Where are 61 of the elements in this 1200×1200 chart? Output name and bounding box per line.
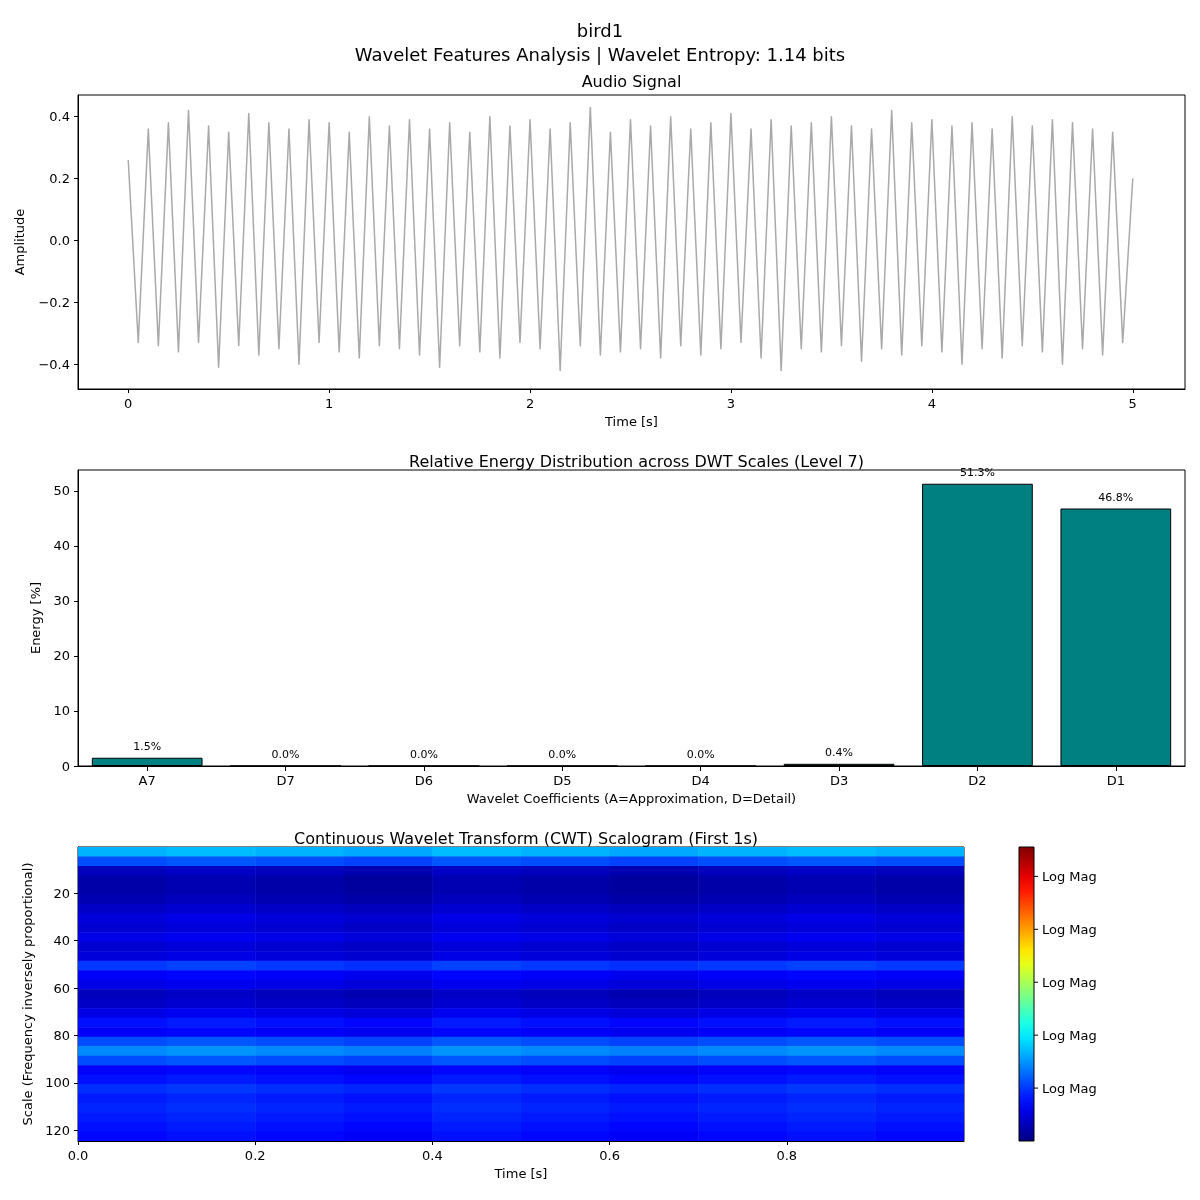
chart-subtitle: Wavelet Features Analysis | Wavelet Entropy: 1.14 bits [354,43,846,65]
x-axis-title: Time [s] [604,414,658,429]
y-tick-label: 120 [45,1122,70,1138]
y-axis-title: Scale (Frequency inversely proportional) [20,862,36,1126]
color-bar-label: Log Mag [1042,868,1097,884]
x-tick-label: 2 [525,396,535,411]
chart-title: bird1 [576,19,624,41]
y-tick-label: 0.0 [49,232,70,248]
y-tick-label: 0.2 [49,171,70,187]
x-tick-label: A7 [138,773,156,788]
x-tick-label: D2 [968,773,987,788]
y-axis-title: Energy [%] [28,581,43,655]
y-tick-label: −0.4 [38,356,70,372]
x-tick-label: 0 [124,396,133,411]
color-bar-label: Log Mag [1042,1027,1097,1043]
y-tick-label: 0.4 [49,109,70,125]
x-tick-label: D3 [829,773,849,788]
y-tick-label: 50 [53,483,70,499]
y-tick-label: 20 [53,648,70,664]
color-bar-label: Log Mag [1042,921,1097,937]
data-label: 1.5% [133,739,162,753]
y-axis-title: Amplitude [12,208,27,276]
y-tick-label: 10 [53,703,70,719]
y-tick-label: 100 [45,1075,70,1091]
y-tick-label: 20 [53,885,70,901]
x-axis-title: Wavelet Coefficients (A=Approximation, D=Detail) [466,791,797,806]
chart-title: Continuous Wavelet Transform (CWT) Scalogram (First 1s) [294,828,758,848]
x-tick-label: D1 [1106,773,1125,788]
data-label: 46.8% [1098,490,1134,504]
data-label: 0.0% [271,747,300,761]
x-tick-label: D5 [553,773,572,788]
x-tick-label: 4 [927,396,936,411]
x-tick-label: 0.8 [776,1148,798,1163]
x-tick-label: 5 [1128,396,1137,411]
x-tick-label: D4 [691,773,710,788]
y-tick-label: 0 [61,758,70,774]
data-label: 0.0% [548,747,577,761]
x-tick-label: 1 [324,396,334,411]
color-bar-label: Log Mag [1042,1080,1097,1096]
y-tick-label: 30 [53,593,70,609]
y-tick-label: 80 [53,1027,70,1043]
y-tick-label: 40 [53,933,70,949]
x-tick-label: 0.0 [67,1148,89,1163]
x-tick-label: D6 [414,773,434,788]
data-label: 0.0% [409,747,438,761]
y-tick-label: 40 [53,538,70,554]
data-label: 0.0% [686,747,715,761]
y-tick-label: 60 [53,980,70,996]
y-tick-label: −0.2 [38,294,70,310]
x-tick-label: D7 [276,773,295,788]
data-label: 51.3% [959,465,995,479]
chart-title: Relative Energy Distribution across DWT Scales (Level 7) [409,451,864,471]
x-tick-label: 3 [726,396,736,411]
x-tick-label: 0.4 [422,1148,443,1163]
x-axis-title: Time [s] [493,1166,548,1181]
text: Audio Signal [581,71,682,91]
color-bar-label: Log Mag [1042,974,1097,990]
x-tick-label: 0.6 [599,1148,620,1163]
line-series [127,106,1134,372]
x-tick-label: 0.2 [244,1148,266,1163]
data-label: 0.4% [825,745,854,759]
